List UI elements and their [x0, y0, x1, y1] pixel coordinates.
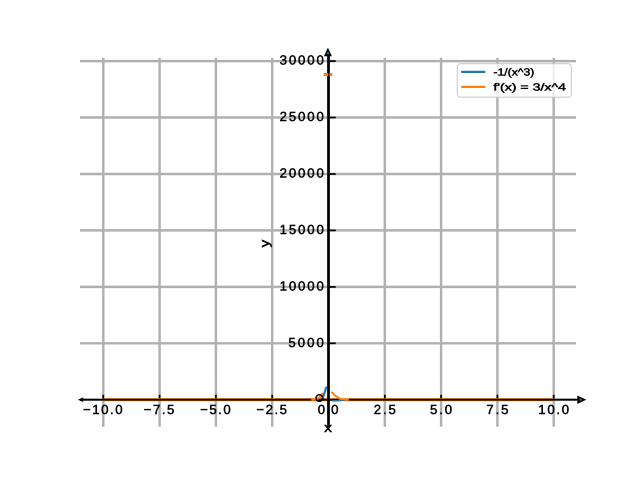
- svg-text:10.0: 10.0: [538, 402, 569, 417]
- svg-text:15000: 15000: [280, 222, 324, 237]
- svg-text:2.5: 2.5: [374, 402, 396, 417]
- svg-text:5.0: 5.0: [430, 402, 452, 417]
- svg-text:−7.5: −7.5: [144, 402, 175, 417]
- svg-text:f'(x) = 3/x^4: f'(x) = 3/x^4: [493, 83, 566, 94]
- svg-text:20000: 20000: [280, 166, 324, 181]
- svg-text:7.5: 7.5: [486, 402, 508, 417]
- svg-text:-1/(x^3): -1/(x^3): [493, 68, 534, 79]
- svg-text:x: x: [324, 420, 332, 435]
- svg-text:0.0: 0.0: [318, 402, 339, 417]
- svg-text:25000: 25000: [280, 109, 324, 124]
- svg-text:−10.0: −10.0: [83, 402, 123, 417]
- svg-text:30000: 30000: [280, 53, 324, 68]
- svg-text:−5.0: −5.0: [200, 402, 231, 417]
- svg-text:y: y: [257, 239, 272, 247]
- svg-text:−2.5: −2.5: [256, 402, 287, 417]
- svg-text:10000: 10000: [280, 279, 324, 294]
